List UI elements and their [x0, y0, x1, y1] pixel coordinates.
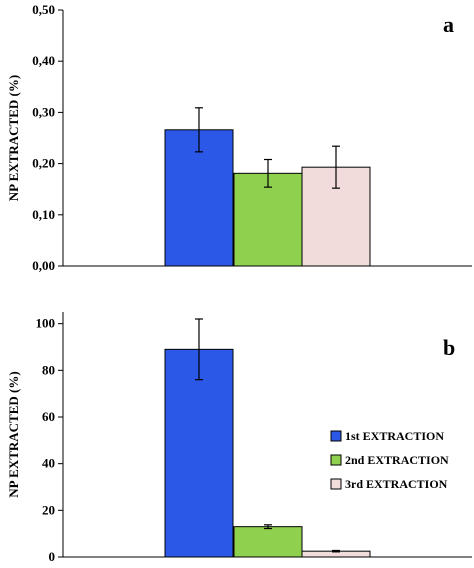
legend-label: 1st EXTRACTION	[345, 429, 444, 443]
y-tick-label: 100	[36, 316, 56, 331]
y-axis-label: NP EXTRACTED (%)	[6, 75, 21, 201]
legend-label: 3rd EXTRACTION	[345, 477, 448, 491]
y-tick-label: 80	[42, 362, 55, 377]
y-tick-label: 0,30	[32, 104, 55, 119]
bar	[164, 129, 234, 267]
y-tick-label: 0,50	[32, 2, 55, 17]
bar	[233, 526, 303, 558]
legend-swatch	[330, 430, 342, 442]
legend-label: 2nd EXTRACTION	[345, 453, 449, 467]
y-tick-label: 0,20	[32, 156, 55, 171]
panel-label: b	[443, 335, 455, 360]
panel-label: a	[443, 12, 454, 37]
y-tick-label: 20	[42, 502, 55, 517]
bar	[164, 348, 234, 558]
legend-swatch	[330, 478, 342, 490]
y-tick-label: 40	[42, 456, 55, 471]
bar	[233, 172, 303, 267]
y-axis-label: NP EXTRACTED (%)	[6, 371, 21, 497]
y-tick-label: 0,10	[32, 207, 55, 222]
y-tick-label: 60	[42, 409, 55, 424]
legend-swatch	[330, 454, 342, 466]
y-tick-label: 0	[49, 549, 56, 564]
y-tick-label: 0,40	[32, 53, 55, 68]
y-tick-label: 0,00	[32, 258, 55, 273]
